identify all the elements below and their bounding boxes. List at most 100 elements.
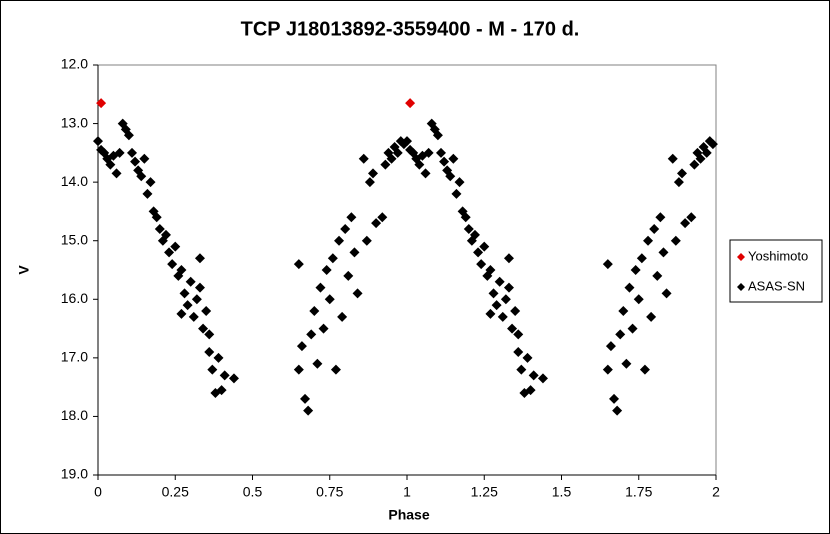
data-point <box>330 364 341 375</box>
data-point <box>414 159 425 170</box>
data-point <box>707 139 718 150</box>
data-point <box>176 308 187 319</box>
data-point <box>618 306 629 316</box>
y-tick-label: 13.0 <box>61 114 88 130</box>
data-point <box>537 373 548 384</box>
data-point <box>670 235 681 246</box>
data-point <box>182 300 193 311</box>
y-tick-label: 17.0 <box>61 349 88 365</box>
data-point <box>479 241 490 252</box>
data-point <box>503 282 514 293</box>
x-tick-label: 0.5 <box>243 484 263 500</box>
data-point <box>111 168 122 179</box>
data-point <box>179 288 190 299</box>
data-point <box>612 405 623 416</box>
data-point <box>105 159 116 170</box>
data-point <box>507 323 518 334</box>
data-point <box>145 177 156 188</box>
data-point <box>334 235 345 246</box>
data-point <box>93 136 103 147</box>
data-point <box>420 168 431 179</box>
data-point <box>528 370 539 381</box>
data-point <box>371 218 382 229</box>
data-point <box>154 224 165 234</box>
data-point <box>602 364 613 375</box>
data-point <box>602 259 613 270</box>
data-point <box>293 259 304 270</box>
data-point <box>652 270 663 281</box>
data-point <box>469 229 480 240</box>
data-point <box>380 159 391 170</box>
data-point <box>201 306 212 316</box>
data-point <box>627 323 638 334</box>
data-point <box>497 311 508 322</box>
data-point <box>123 130 134 141</box>
data-point <box>303 405 314 416</box>
data-point <box>513 347 524 357</box>
data-point <box>377 212 388 223</box>
data-point <box>630 265 641 275</box>
data-point <box>126 147 137 158</box>
x-tick-label: 2 <box>712 484 720 500</box>
data-point <box>643 235 654 246</box>
data-point <box>324 294 335 305</box>
data-point <box>368 168 379 179</box>
legend-marker <box>737 253 745 261</box>
legend-label: Yoshimoto <box>748 248 808 263</box>
data-point <box>525 385 536 396</box>
data-point <box>636 253 647 264</box>
data-point <box>346 212 357 223</box>
data-point <box>309 306 320 316</box>
chart-title: TCP J18013892-3559400 - M - 170 d. <box>241 18 580 40</box>
data-point <box>460 212 471 223</box>
data-point <box>667 153 678 164</box>
y-tick-label: 14.0 <box>61 173 88 189</box>
data-point <box>448 153 459 164</box>
y-tick-label: 12.0 <box>61 56 88 72</box>
data-point <box>677 168 688 179</box>
data-point <box>358 153 369 164</box>
data-point <box>658 247 669 258</box>
data-point <box>142 188 153 199</box>
data-point <box>361 235 372 246</box>
data-point <box>228 373 239 384</box>
data-point <box>621 358 632 369</box>
data-point <box>624 282 635 293</box>
data-point <box>96 98 107 109</box>
data-point <box>451 188 462 199</box>
data-point <box>340 224 351 234</box>
x-tick-label: 1.75 <box>625 484 652 500</box>
data-point <box>633 294 644 305</box>
data-point <box>136 171 147 182</box>
y-axis-label: V <box>16 265 32 275</box>
data-point <box>615 329 626 340</box>
data-point <box>312 358 323 369</box>
data-point <box>296 341 307 352</box>
data-point <box>321 265 332 275</box>
data-point <box>392 147 403 158</box>
data-point <box>661 288 672 299</box>
data-point <box>293 364 304 375</box>
data-point <box>655 212 666 223</box>
data-point <box>213 352 224 363</box>
data-point <box>454 177 465 188</box>
data-point <box>315 282 326 293</box>
y-tick-label: 19.0 <box>61 466 88 482</box>
data-point <box>343 270 354 281</box>
data-point <box>689 159 700 170</box>
y-tick-label: 16.0 <box>61 290 88 306</box>
data-point <box>114 147 125 158</box>
x-tick-label: 0.75 <box>316 484 343 500</box>
data-point <box>164 247 175 258</box>
y-tick-label: 18.0 <box>61 407 88 423</box>
data-point <box>207 364 218 375</box>
data-point <box>188 311 199 322</box>
data-point <box>485 308 496 319</box>
data-point <box>701 147 712 158</box>
data-point <box>605 341 616 352</box>
data-point <box>649 224 660 234</box>
data-point <box>485 265 496 275</box>
data-point <box>191 294 202 305</box>
legend-label: ASAS-SN <box>748 278 805 293</box>
